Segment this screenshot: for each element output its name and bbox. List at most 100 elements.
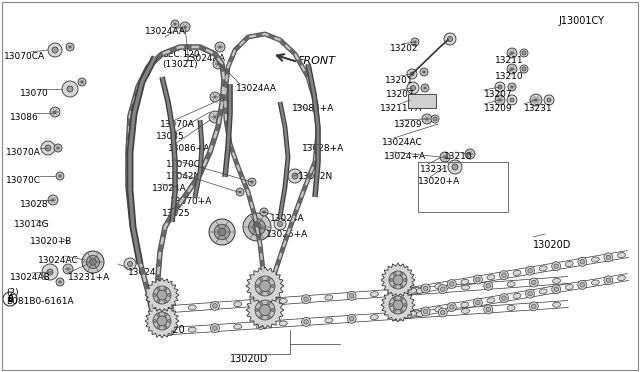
Text: SEC.120
(13021): SEC.120 (13021): [162, 50, 200, 70]
Text: 13020D: 13020D: [230, 354, 268, 364]
Circle shape: [54, 144, 62, 152]
Circle shape: [260, 302, 262, 305]
Ellipse shape: [435, 284, 443, 289]
Circle shape: [438, 285, 447, 294]
Text: 13085: 13085: [156, 132, 185, 141]
Circle shape: [255, 300, 275, 320]
Circle shape: [393, 288, 402, 297]
Circle shape: [407, 69, 417, 79]
Circle shape: [411, 38, 419, 46]
Bar: [418, 162, 508, 212]
Text: 13210: 13210: [444, 152, 472, 161]
Circle shape: [400, 310, 403, 312]
Text: 13207: 13207: [484, 90, 513, 99]
Circle shape: [274, 218, 286, 230]
Circle shape: [260, 315, 262, 318]
Circle shape: [211, 301, 220, 310]
Circle shape: [171, 20, 179, 28]
Ellipse shape: [461, 279, 468, 284]
Circle shape: [449, 305, 454, 309]
Bar: [408, 94, 436, 108]
Circle shape: [260, 291, 262, 294]
Text: (2): (2): [6, 288, 19, 297]
Circle shape: [552, 262, 561, 271]
Circle shape: [301, 295, 310, 304]
Circle shape: [389, 271, 407, 289]
Circle shape: [395, 314, 399, 318]
Ellipse shape: [513, 294, 521, 298]
Circle shape: [260, 278, 262, 281]
Circle shape: [278, 221, 282, 227]
Circle shape: [67, 86, 73, 92]
Text: 13202: 13202: [390, 44, 419, 53]
Circle shape: [52, 47, 58, 53]
Circle shape: [304, 320, 308, 324]
Text: 13024+A: 13024+A: [384, 152, 426, 161]
Circle shape: [86, 256, 100, 269]
Ellipse shape: [416, 288, 424, 294]
Polygon shape: [145, 278, 179, 312]
Ellipse shape: [461, 302, 468, 307]
Circle shape: [213, 59, 223, 69]
Circle shape: [153, 312, 171, 330]
Circle shape: [476, 277, 480, 282]
Circle shape: [215, 42, 225, 52]
Ellipse shape: [188, 327, 196, 332]
Circle shape: [400, 272, 403, 275]
Circle shape: [421, 284, 430, 293]
Circle shape: [510, 98, 514, 102]
Polygon shape: [246, 267, 284, 305]
Circle shape: [404, 279, 406, 282]
Ellipse shape: [461, 285, 470, 290]
Circle shape: [259, 305, 271, 315]
Circle shape: [424, 309, 428, 314]
Circle shape: [495, 95, 505, 105]
Circle shape: [256, 285, 259, 288]
Circle shape: [209, 111, 221, 123]
Circle shape: [522, 67, 526, 71]
Text: FRONT: FRONT: [298, 56, 336, 66]
Ellipse shape: [618, 276, 625, 280]
Circle shape: [168, 294, 170, 296]
Ellipse shape: [408, 288, 417, 293]
Circle shape: [474, 275, 483, 284]
Circle shape: [45, 145, 51, 151]
Circle shape: [304, 297, 308, 301]
Circle shape: [447, 279, 456, 289]
Circle shape: [268, 302, 270, 305]
Circle shape: [407, 82, 419, 94]
Circle shape: [499, 294, 508, 302]
Text: 13024AC: 13024AC: [382, 138, 423, 147]
Circle shape: [395, 311, 404, 320]
Circle shape: [604, 253, 613, 262]
Circle shape: [210, 92, 220, 102]
Ellipse shape: [325, 295, 333, 300]
Circle shape: [259, 300, 263, 305]
Circle shape: [154, 320, 156, 323]
Ellipse shape: [279, 321, 287, 326]
Circle shape: [218, 228, 226, 236]
Ellipse shape: [539, 289, 547, 294]
Circle shape: [520, 65, 528, 73]
Text: 13070A: 13070A: [160, 120, 195, 129]
Text: 13070A: 13070A: [6, 148, 41, 157]
Text: 13201: 13201: [385, 76, 413, 85]
Ellipse shape: [552, 278, 561, 283]
Circle shape: [502, 273, 506, 278]
Circle shape: [421, 307, 430, 316]
Circle shape: [528, 269, 532, 273]
Circle shape: [525, 289, 534, 298]
Circle shape: [448, 160, 462, 174]
Text: 13042N: 13042N: [298, 172, 333, 181]
Circle shape: [78, 78, 86, 86]
Polygon shape: [145, 304, 179, 338]
Circle shape: [400, 298, 403, 301]
Circle shape: [447, 36, 452, 42]
Circle shape: [50, 107, 60, 117]
Text: 13231: 13231: [420, 165, 449, 174]
Circle shape: [532, 280, 536, 285]
Circle shape: [449, 282, 454, 286]
Circle shape: [452, 164, 458, 170]
Circle shape: [154, 294, 156, 296]
Text: 13024A: 13024A: [270, 214, 305, 223]
